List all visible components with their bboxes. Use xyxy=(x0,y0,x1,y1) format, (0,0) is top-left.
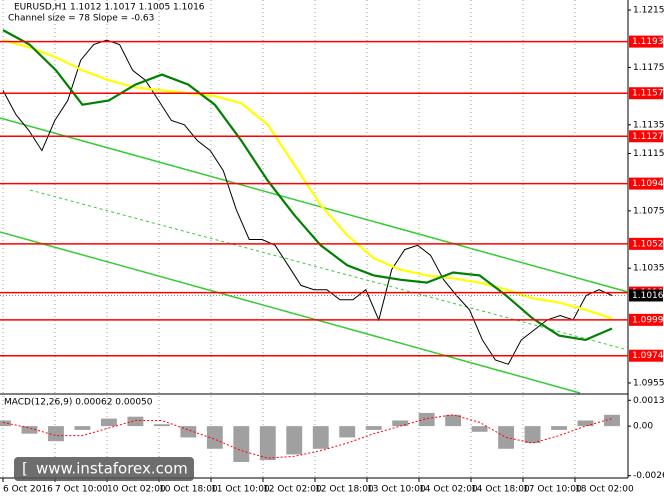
x-tick-label: 17 Oct 10:00 xyxy=(523,485,582,495)
watermark-box xyxy=(14,457,194,481)
x-tick-label: 11 Oct 10:00 xyxy=(211,485,270,495)
level-label-bg xyxy=(629,349,663,362)
level-label-bg xyxy=(629,237,663,250)
level-label-bg xyxy=(629,35,663,48)
macd-bar xyxy=(180,426,197,438)
macd-bar xyxy=(445,414,462,427)
chart-subtitle: Channel size = 78 Slope = -0.63 xyxy=(8,14,154,24)
level-label-bg xyxy=(629,130,663,143)
y-tick-label: 1.0955 xyxy=(633,378,664,388)
macd-bar xyxy=(524,426,541,444)
macd-bar xyxy=(577,420,594,427)
x-tick-label: 12 Oct 02:00 xyxy=(263,485,322,495)
y-tick-label: 0.00137 xyxy=(633,396,664,406)
level-label-bg xyxy=(629,313,663,326)
level-label: 1.1052 xyxy=(632,239,664,249)
channel-middle xyxy=(29,189,629,351)
y-tick-label: 1.1075 xyxy=(633,206,664,216)
series-line xyxy=(2,414,613,459)
x-tick-label: 10 Oct 18:00 xyxy=(159,485,218,495)
x-tick-label: 13 Oct 10:00 xyxy=(367,485,426,495)
macd-bar xyxy=(0,420,11,427)
macd-bar xyxy=(233,426,250,462)
x-tick-label: 7 Oct 10:00 xyxy=(55,485,108,495)
macd-bar xyxy=(604,414,620,427)
chart-title: EURUSD,H1 1.1012 1.1017 1.1005 1.1016 xyxy=(14,3,205,13)
macd-bar xyxy=(392,420,409,427)
macd-bar xyxy=(286,426,303,455)
x-tick-label: 12 Oct 18:00 xyxy=(315,485,374,495)
series-line xyxy=(2,39,613,320)
level-label: 1.1193 xyxy=(632,37,664,47)
level-label: 1.1094 xyxy=(632,179,664,189)
macd-bar xyxy=(471,426,488,432)
y-tick-label: -0.00263 xyxy=(633,471,664,481)
macd-title: MACD(12,26,9) 0.00062 0.00050 xyxy=(4,398,153,408)
y-tick-label: 1.1035 xyxy=(633,264,664,274)
channel-lower xyxy=(0,231,581,394)
macd-bar xyxy=(153,424,170,427)
last-price-label: 1.1016 xyxy=(632,291,664,301)
x-tick-label: 6 Oct 2016 xyxy=(3,485,53,495)
level-label: 1.0974 xyxy=(632,351,664,361)
macd-bar xyxy=(551,426,567,430)
channel-upper xyxy=(0,117,629,293)
y-tick-label: 1.1175 xyxy=(633,63,664,73)
macd-bar xyxy=(100,418,117,427)
level-label: 1.0999 xyxy=(632,315,664,325)
series-line xyxy=(2,29,613,342)
macd-bar xyxy=(48,426,64,442)
macd-bar xyxy=(74,426,91,430)
level-label-bg xyxy=(629,87,663,100)
macd-bar xyxy=(127,416,144,427)
macd-bar xyxy=(339,426,356,438)
x-tick-label: 14 Oct 18:00 xyxy=(471,485,530,495)
level-label: 1.1157 xyxy=(632,89,664,99)
x-tick-label: 10 Oct 02:00 xyxy=(107,485,166,495)
level-label: 1.1127 xyxy=(632,132,664,142)
last-price-bg xyxy=(629,289,663,302)
macd-bar xyxy=(312,426,329,449)
watermark-bracket: [ xyxy=(22,460,28,478)
y-tick-label: 1.1115 xyxy=(633,149,664,159)
macd-bar xyxy=(206,426,223,449)
level-label-bg xyxy=(629,177,663,190)
macd-bar xyxy=(21,426,38,434)
macd-bar xyxy=(365,426,382,430)
y-tick-label: 1.1135 xyxy=(633,120,664,130)
y-tick-label: 1.1215 xyxy=(633,6,664,16)
watermark: www.instaforex.com xyxy=(36,460,188,478)
macd-bar xyxy=(259,426,276,461)
macd-bar xyxy=(418,412,435,427)
y-tick-label: 0.00 xyxy=(633,422,653,432)
x-tick-label: 14 Oct 02:00 xyxy=(419,485,478,495)
x-tick-label: 18 Oct 02:00 xyxy=(575,485,634,495)
